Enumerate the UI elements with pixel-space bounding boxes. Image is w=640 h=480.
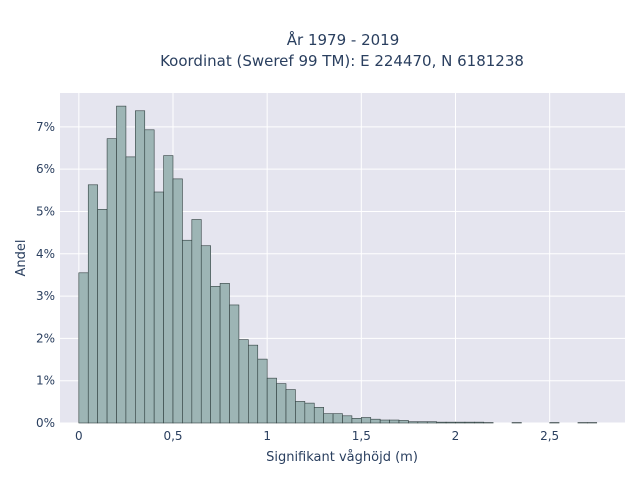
- histogram-bar: [295, 401, 306, 424]
- histogram-bar: [87, 184, 98, 424]
- histogram-bar: [182, 239, 193, 424]
- y-axis-title: Andel: [14, 240, 29, 277]
- chart-title-line-2: Koordinat (Sweref 99 TM): E 224470, N 61…: [160, 52, 524, 70]
- y-tick-label: 7%: [36, 120, 55, 134]
- histogram-bar: [210, 286, 221, 424]
- histogram-bar: [238, 339, 249, 424]
- histogram-bar: [200, 245, 211, 424]
- histogram-bar: [408, 421, 419, 424]
- y-tick-label: 3%: [36, 289, 55, 303]
- histogram-bar: [445, 421, 456, 424]
- histogram-bar: [106, 138, 117, 424]
- histogram-bar: [144, 129, 155, 424]
- histogram-bar: [342, 415, 353, 424]
- histogram-bar: [97, 209, 108, 424]
- histogram-bar: [257, 358, 268, 424]
- x-tick-label: 1: [263, 429, 271, 443]
- histogram-bar: [266, 377, 277, 424]
- histogram-bar: [464, 421, 475, 424]
- histogram-bar: [78, 272, 89, 424]
- histogram-bar: [436, 421, 447, 424]
- histogram-bars: [78, 105, 598, 424]
- histogram-bar: [276, 383, 287, 424]
- y-tick-label: 4%: [36, 247, 55, 261]
- histogram-bar: [474, 421, 485, 424]
- y-tick-label: 6%: [36, 162, 55, 176]
- histogram-bar: [398, 420, 409, 424]
- y-tick-label: 2%: [36, 331, 55, 345]
- chart-title: År 1979 - 2019 Koordinat (Sweref 99 TM):…: [160, 30, 524, 70]
- x-tick-label: 2: [452, 429, 460, 443]
- y-axis-ticks: 0% 1% 2% 3% 4% 5% 6% 7%: [36, 120, 55, 430]
- histogram-bar: [191, 219, 202, 424]
- histogram-bar: [361, 417, 372, 424]
- x-tick-label: 0,5: [163, 429, 182, 443]
- histogram-bar: [370, 418, 381, 424]
- y-tick-label: 1%: [36, 374, 55, 388]
- histogram-bar: [426, 421, 437, 424]
- histogram-bar: [153, 191, 164, 424]
- histogram-bar: [285, 389, 296, 424]
- histogram-bar: [304, 402, 315, 424]
- histogram-bar: [125, 156, 136, 424]
- histogram-bar: [248, 344, 259, 424]
- histogram-bar: [389, 419, 400, 424]
- histogram-bar: [135, 110, 146, 424]
- x-tick-label: 1,5: [352, 429, 371, 443]
- chart-title-line-1: År 1979 - 2019: [287, 30, 400, 49]
- histogram-bar: [172, 178, 183, 424]
- histogram-bar: [219, 283, 230, 424]
- histogram-bar: [351, 418, 362, 424]
- histogram-bar: [379, 419, 390, 424]
- histogram-bar: [417, 421, 428, 424]
- y-tick-label: 5%: [36, 204, 55, 218]
- histogram-bar: [229, 304, 240, 424]
- y-tick-label: 0%: [36, 416, 55, 430]
- histogram-bar: [455, 421, 466, 424]
- histogram-bar: [163, 155, 174, 424]
- histogram-bar: [313, 407, 324, 424]
- histogram-bar: [332, 413, 343, 424]
- x-axis-title: Signifikant våghöjd (m): [266, 450, 418, 465]
- histogram-bar: [116, 105, 127, 424]
- x-tick-label: 0: [75, 429, 83, 443]
- x-tick-label: 2,5: [540, 429, 559, 443]
- x-axis-ticks: 0 0,5 1 1,5 2 2,5: [75, 429, 559, 443]
- histogram-bar: [323, 413, 334, 424]
